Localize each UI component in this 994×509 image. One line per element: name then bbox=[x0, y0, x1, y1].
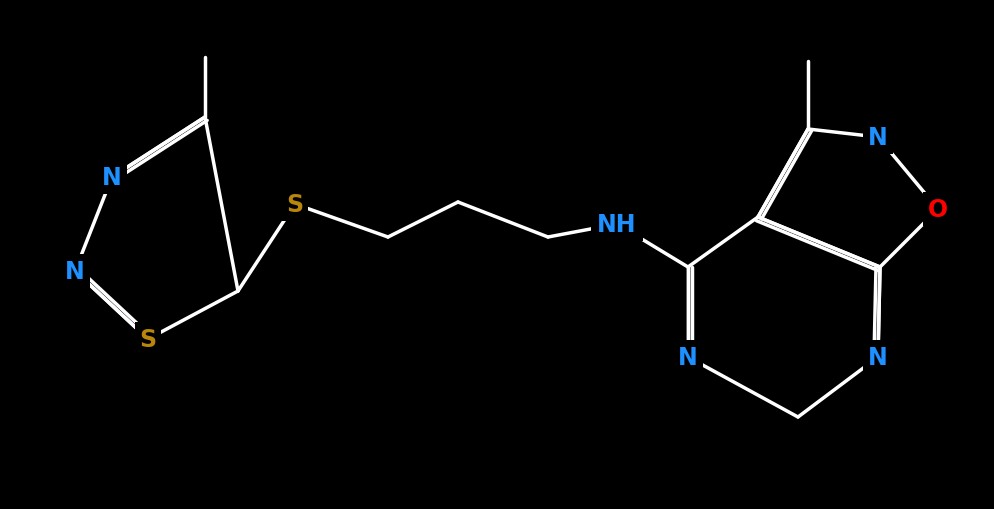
Text: NH: NH bbox=[596, 213, 636, 237]
Text: O: O bbox=[925, 196, 948, 222]
Text: N: N bbox=[867, 345, 887, 369]
Text: N: N bbox=[866, 344, 888, 370]
Text: S: S bbox=[285, 191, 304, 217]
Text: N: N bbox=[101, 165, 123, 191]
Text: N: N bbox=[64, 259, 85, 285]
Text: S: S bbox=[286, 192, 303, 216]
Text: S: S bbox=[139, 327, 156, 351]
Text: N: N bbox=[678, 345, 697, 369]
Text: N: N bbox=[65, 260, 84, 284]
Text: S: S bbox=[138, 326, 157, 352]
Text: O: O bbox=[927, 197, 947, 221]
Text: NH: NH bbox=[594, 212, 638, 238]
Text: N: N bbox=[676, 344, 699, 370]
Text: N: N bbox=[866, 125, 888, 151]
Text: N: N bbox=[102, 165, 121, 190]
Text: N: N bbox=[867, 126, 887, 150]
